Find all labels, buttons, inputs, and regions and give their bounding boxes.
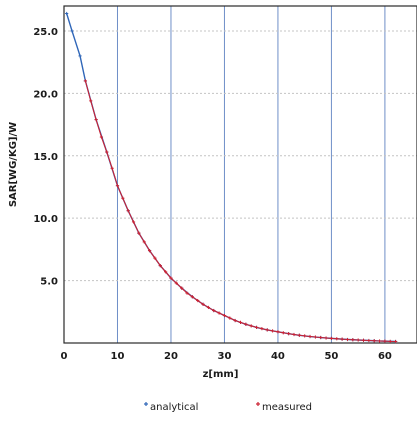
data-point-measured xyxy=(377,339,382,343)
x-tick-labels: 0 10 20 30 40 50 60 xyxy=(61,351,392,362)
data-point-analytical xyxy=(78,54,82,58)
data-point-measured xyxy=(292,332,296,337)
data-point-measured xyxy=(206,305,211,310)
data-point-measured xyxy=(110,166,114,170)
data-point-measured xyxy=(249,324,253,328)
data-point-measured xyxy=(260,327,264,331)
data-point-measured xyxy=(126,209,130,213)
data-point-measured xyxy=(164,270,168,274)
data-point-measured xyxy=(356,338,360,342)
data-point-measured xyxy=(335,337,339,341)
data-point-measured xyxy=(201,302,205,306)
data-point-measured xyxy=(303,334,307,338)
data-point-measured xyxy=(174,281,178,285)
data-point-measured xyxy=(158,264,162,268)
data-point-measured xyxy=(367,338,371,343)
data-point-measured xyxy=(147,249,152,253)
data-point-measured xyxy=(212,308,216,313)
data-point-measured xyxy=(153,256,157,260)
data-point-measured xyxy=(142,240,146,244)
data-point-measured xyxy=(308,334,312,339)
data-point-measured xyxy=(233,318,237,323)
x-tick-label: 40 xyxy=(271,351,285,362)
x-tick-label: 20 xyxy=(164,351,178,362)
data-point-measured xyxy=(340,337,344,341)
data-point-measured xyxy=(297,333,301,337)
data-point-measured xyxy=(372,339,376,343)
data-point-measured xyxy=(319,335,323,340)
data-point-measured xyxy=(121,196,125,200)
y-tick-label: 5.0 xyxy=(40,277,58,288)
data-point-measured xyxy=(287,332,291,336)
data-point-measured xyxy=(394,339,398,344)
data-point-measured xyxy=(185,291,189,295)
data-point-measured xyxy=(388,339,392,343)
data-point-measured xyxy=(383,339,387,343)
data-point-analytical xyxy=(65,11,69,16)
y-tick-label: 15.0 xyxy=(33,152,58,163)
x-axis-label: z[mm] xyxy=(203,369,239,380)
data-point-measured xyxy=(313,335,317,339)
plot-area-frame xyxy=(63,5,417,344)
data-point-measured xyxy=(99,135,104,139)
series-line-analytical xyxy=(66,13,396,343)
data-point-measured xyxy=(281,331,285,335)
data-point-measured xyxy=(196,298,200,303)
data-point-measured xyxy=(217,311,221,315)
data-point-measured xyxy=(83,79,87,83)
legend-label: analytical xyxy=(150,402,198,413)
legend-item-measured: measured xyxy=(256,402,312,413)
y-tick-labels: 5.0 10.0 15.0 20.0 25.0 xyxy=(33,27,58,288)
data-point-measured xyxy=(115,184,120,188)
data-point-measured xyxy=(329,336,334,340)
data-point-measured xyxy=(238,320,243,325)
data-point-measured xyxy=(324,336,328,340)
data-point-measured xyxy=(361,338,366,342)
data-point-measured xyxy=(89,99,93,103)
legend-marker-icon xyxy=(144,402,148,406)
data-point-measured xyxy=(180,286,184,290)
data-point-measured xyxy=(351,338,355,342)
data-point-measured xyxy=(244,322,248,326)
data-point-measured xyxy=(131,220,136,224)
legend-item-analytical: analytical xyxy=(144,402,198,413)
data-point-measured xyxy=(190,295,194,299)
data-point-measured xyxy=(276,330,280,334)
data-point-measured xyxy=(254,325,259,329)
x-tick-label: 30 xyxy=(217,351,231,362)
data-point-measured xyxy=(94,117,98,122)
series-line-measured xyxy=(84,80,396,343)
data-point-measured xyxy=(105,150,109,154)
data-point-measured xyxy=(137,231,141,235)
y-tick-label: 20.0 xyxy=(33,89,58,100)
data-point-measured xyxy=(222,313,227,318)
y-tick-label: 25.0 xyxy=(33,27,58,38)
series-measured xyxy=(83,79,398,344)
data-point-measured xyxy=(345,337,350,342)
legend-label: measured xyxy=(262,402,312,413)
y-axis-label: SAR[WG/KG]/W xyxy=(8,122,19,207)
data-point-measured xyxy=(270,329,275,333)
grid xyxy=(64,6,417,343)
legend: analytical measured xyxy=(144,402,312,413)
data-point-measured xyxy=(228,316,232,320)
y-tick-label: 10.0 xyxy=(33,214,58,225)
x-tick-label: 60 xyxy=(378,351,392,362)
x-tick-label: 50 xyxy=(324,351,338,362)
series-layer xyxy=(65,11,398,344)
x-tick-label: 10 xyxy=(111,351,125,362)
x-tick-label: 0 xyxy=(61,351,68,362)
data-point-measured xyxy=(169,276,173,280)
data-point-measured xyxy=(265,328,269,332)
legend-marker-icon xyxy=(256,402,260,406)
data-point-analytical xyxy=(70,29,74,33)
